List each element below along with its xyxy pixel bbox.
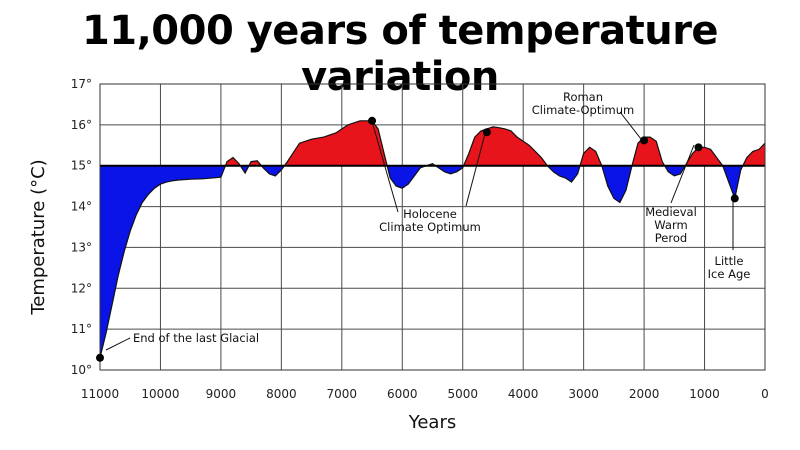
annotation-point [694, 143, 703, 152]
annotation-leader [370, 117, 399, 213]
y-tick-label: 11° [71, 322, 92, 336]
x-tick-labels: 11000 10000 9000 8000 7000 6000 5000 4000 3000 20… [81, 387, 769, 401]
x-tick-label: 5000 [447, 387, 478, 401]
y-tick-labels: 10° 11° 12° 13° 14° 15° 16° 17° [71, 77, 92, 377]
y-tick-label: 17° [71, 77, 92, 91]
annotation-leader [465, 129, 487, 207]
x-tick-label: 3000 [568, 387, 599, 401]
x-tick-label: 4000 [508, 387, 539, 401]
annotation-label: Ice Age [708, 267, 751, 281]
annotation-leader [670, 144, 695, 204]
annotation-label: Little [715, 254, 744, 268]
x-tick-label: 2000 [629, 387, 660, 401]
annotation-label: Holocene [403, 207, 457, 221]
annotation-label: End of the last Glacial [133, 331, 259, 345]
chart-title: 11,000 years of temperature variation [81, 8, 719, 100]
y-tick-label: 10° [71, 363, 92, 377]
annotation-point [96, 353, 104, 362]
x-axis-label: Years [408, 412, 457, 433]
x-tick-label: 9000 [206, 387, 237, 401]
plot-frame [99, 83, 766, 371]
x-tick-label: 11000 [81, 387, 119, 401]
y-tick-label: 12° [71, 281, 92, 295]
x-tick-label: 7000 [327, 387, 358, 401]
x-tick-label: 8000 [266, 387, 297, 401]
x-tick-label: 6000 [387, 387, 418, 401]
y-axis-label: Temperature (°C) [28, 159, 49, 315]
y-tick-label: 13° [71, 240, 92, 254]
y-tick-label: 15° [71, 159, 92, 173]
annotation-point [482, 128, 491, 137]
y-tick-label: 14° [71, 200, 92, 214]
annotation: End of the last Glacial [96, 331, 259, 362]
annotation-point [640, 136, 649, 145]
annotation-label: Warm [654, 218, 687, 232]
annotation [465, 128, 491, 207]
area-above-baseline [100, 120, 765, 166]
annotation-label: Perod [655, 231, 687, 245]
annotation-leader [619, 111, 642, 140]
annotation-point [730, 194, 739, 203]
annotation-label: Roman [563, 90, 603, 104]
y-tick-label: 16° [71, 118, 92, 132]
annotation-label: Medieval [645, 205, 697, 219]
annotation-label: Climate Optimum [379, 220, 481, 234]
annotation-leader [105, 337, 131, 351]
annotation-label: Climate-Optimum [532, 103, 634, 117]
annotation-point [368, 116, 377, 125]
x-tick-label: 1000 [689, 387, 720, 401]
x-tick-label: 0 [761, 387, 769, 401]
plot-border [99, 83, 766, 371]
x-tick-label: 10000 [141, 387, 179, 401]
